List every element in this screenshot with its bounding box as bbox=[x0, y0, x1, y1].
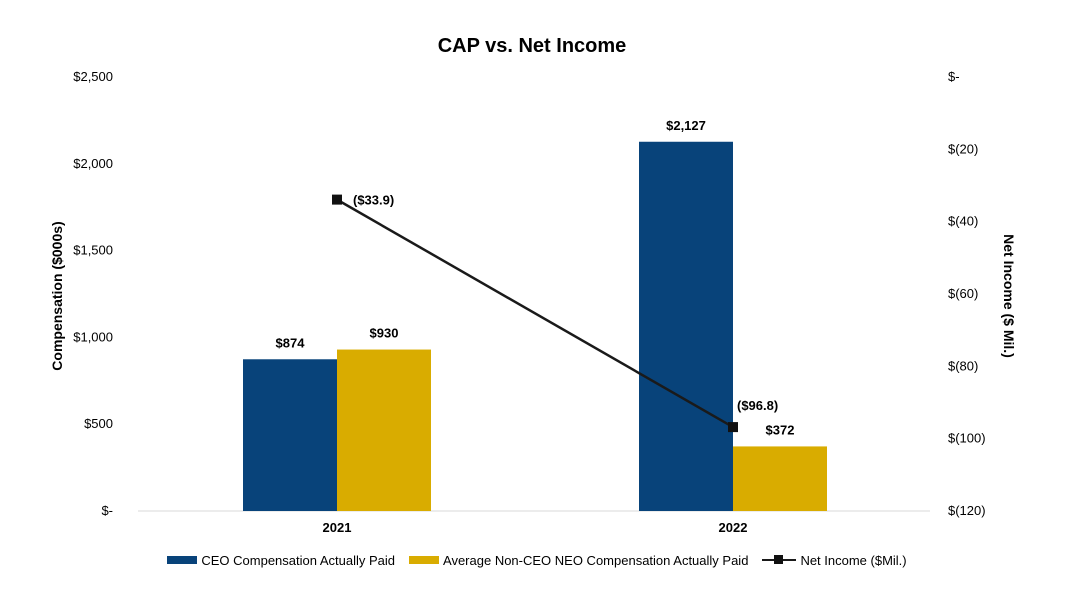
legend-swatch-ceo bbox=[167, 556, 198, 564]
y-right-tick-label: $(40) bbox=[948, 214, 978, 229]
y-left-tick-label: $1,500 bbox=[73, 243, 113, 258]
bar-data-label: $874 bbox=[276, 335, 306, 350]
y-left-tick-label: $2,000 bbox=[73, 156, 113, 171]
y-right-tick-label: $- bbox=[948, 69, 960, 84]
y-right-tick-label: $(120) bbox=[948, 503, 986, 518]
bar-data-label: $2,127 bbox=[666, 118, 706, 133]
y-right-tick-label: $(100) bbox=[948, 431, 986, 446]
chart-title: CAP vs. Net Income bbox=[438, 35, 627, 57]
bar-series bbox=[243, 141, 827, 511]
y-right-tick-label: $(80) bbox=[948, 358, 978, 373]
legend-swatch-neo bbox=[409, 556, 440, 564]
x-axis-category-labels: 2021 2022 bbox=[323, 520, 748, 535]
legend-label-neo: Average Non-CEO NEO Compensation Actuall… bbox=[443, 552, 749, 568]
legend-item-ceo: CEO Compensation Actually Paid bbox=[167, 553, 395, 568]
y-right-tick-label: $(20) bbox=[948, 141, 978, 156]
net-income-marker bbox=[332, 194, 342, 205]
x-tick-label: 2021 bbox=[323, 520, 352, 535]
y-axis-right-label: Net Income ($ Mil.) bbox=[1001, 234, 1017, 358]
net-income-line-series: ($33.9) ($96.8) bbox=[332, 193, 778, 433]
y-axis-left-label: Compensation ($000s) bbox=[49, 221, 65, 370]
legend-label-net-income: Net Income ($Mil.) bbox=[800, 552, 907, 568]
net-income-data-label: ($96.8) bbox=[737, 398, 778, 413]
y-axis-left-ticks: $- $500 $1,000 $1,500 $2,000 $2,500 bbox=[73, 69, 113, 518]
y-left-tick-label: $500 bbox=[84, 416, 113, 431]
net-income-line bbox=[336, 198, 734, 429]
bar-data-label: $930 bbox=[370, 326, 399, 341]
bar-data-labels: $874 $2,127 $930 $372 bbox=[276, 118, 795, 438]
y-left-tick-label: $2,500 bbox=[73, 69, 113, 84]
legend-item-neo: Average Non-CEO NEO Compensation Actuall… bbox=[409, 553, 748, 568]
bar-ceo bbox=[639, 141, 733, 511]
net-income-data-label: ($33.9) bbox=[353, 193, 394, 208]
y-left-tick-label: $- bbox=[101, 503, 113, 518]
bar-data-label: $372 bbox=[766, 422, 795, 437]
y-axis-right-ticks: $- $(20) $(40) $(60) $(80) $(100) $(120) bbox=[948, 69, 986, 518]
bar-ceo bbox=[243, 359, 337, 511]
y-right-tick-label: $(60) bbox=[948, 286, 978, 301]
legend-item-net-income: Net Income ($Mil.) bbox=[762, 552, 907, 568]
x-tick-label: 2022 bbox=[719, 520, 748, 535]
legend-label-ceo: CEO Compensation Actually Paid bbox=[201, 552, 396, 568]
chart: CAP vs. Net Income Compensation ($000s) … bbox=[49, 35, 1017, 535]
y-left-tick-label: $1,000 bbox=[73, 329, 113, 344]
bar-neo bbox=[337, 349, 431, 511]
legend-swatch-net-income bbox=[762, 555, 797, 565]
net-income-marker bbox=[728, 422, 738, 433]
bar-neo bbox=[733, 446, 827, 511]
legend: CEO Compensation Actually Paid Average N… bbox=[0, 549, 1074, 571]
